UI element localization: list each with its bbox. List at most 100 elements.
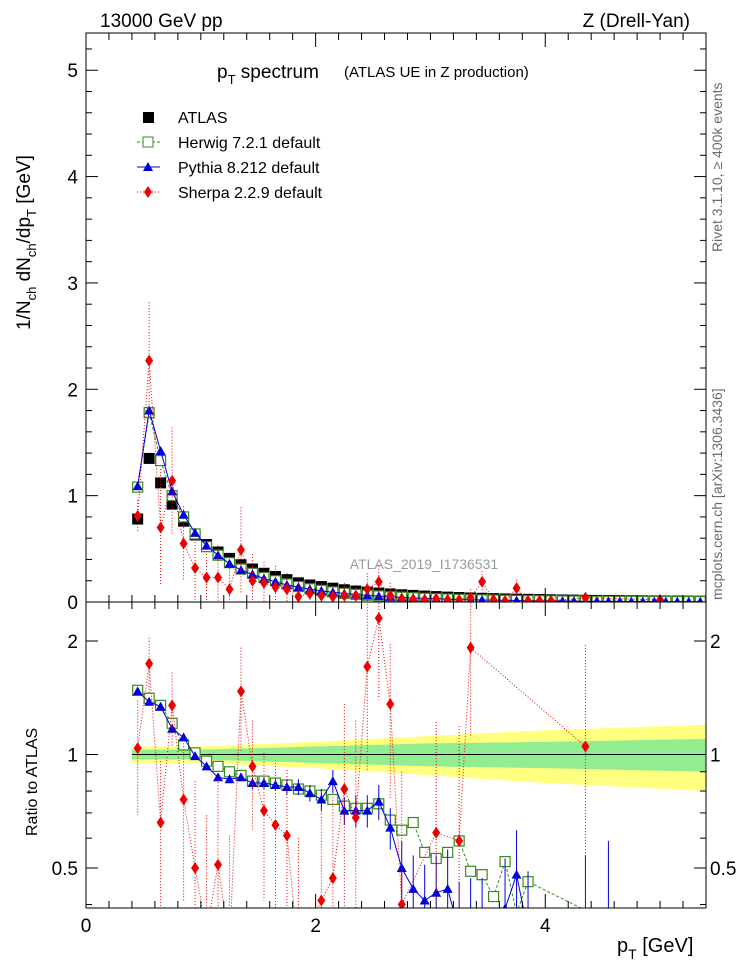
- herwig-series-line: [137, 412, 701, 602]
- sherpa-point: [259, 804, 268, 817]
- sherpa-point: [225, 583, 234, 596]
- sherpa-point: [535, 594, 544, 602]
- legend-atlas-marker: [143, 112, 154, 123]
- pythia-point: [316, 794, 327, 804]
- sherpa-point: [317, 589, 326, 602]
- sherpa-point: [282, 583, 291, 596]
- sherpa-point: [420, 593, 429, 602]
- pythia-point: [442, 883, 453, 893]
- pythia-point: [373, 591, 384, 601]
- sherpa-point: [179, 793, 188, 806]
- sherpa-point: [168, 699, 177, 712]
- y-tick-label: 5: [67, 61, 78, 82]
- pythia-point: [178, 732, 189, 742]
- pythia-point: [327, 776, 338, 786]
- process-label: Z (Drell-Yan): [583, 11, 690, 32]
- sherpa-point: [489, 593, 498, 602]
- y-tick-label: 3: [67, 274, 78, 295]
- y-tick-label: 0.5: [52, 859, 78, 880]
- sherpa-point: [226, 940, 234, 952]
- sherpa-point: [340, 783, 349, 796]
- pythia-point: [201, 761, 212, 771]
- sherpa-point: [179, 537, 188, 550]
- pythia-point: [190, 527, 201, 537]
- pythia-point: [201, 540, 212, 550]
- herwig-point: [487, 890, 500, 903]
- sherpa-point: [145, 354, 154, 367]
- sherpa-point: [168, 474, 177, 487]
- pythia-point: [224, 774, 235, 784]
- sherpa-point: [386, 589, 395, 602]
- pythia-point: [132, 481, 143, 491]
- pythia-point: [408, 883, 419, 893]
- herwig-point: [510, 907, 523, 908]
- sherpa-point: [363, 660, 372, 673]
- uncertainty-band-inner: [131, 738, 706, 772]
- pythia-point: [580, 926, 590, 935]
- sherpa-point: [328, 590, 337, 602]
- sherpa-point: [294, 946, 302, 958]
- herwig-point: [212, 760, 224, 772]
- pythia-point: [236, 565, 246, 575]
- legend-sherpa-marker: [144, 186, 152, 198]
- sherpa-point: [397, 592, 406, 602]
- ratio-plot-panel: 0.5 0.5 1 1 2 2 0 2 4 Ratio to ATLAS pT [GeV]: [24, 601, 736, 962]
- sherpa-point: [466, 591, 475, 602]
- sherpa-point: [581, 740, 590, 753]
- herwig-point: [407, 816, 419, 829]
- ratio-y-axis-label: Ratio to ATLAS: [24, 728, 41, 836]
- sherpa-point: [191, 561, 200, 574]
- pythia-point: [385, 822, 396, 832]
- sherpa-point: [133, 509, 142, 522]
- pythia-point: [258, 778, 269, 788]
- rivet-label: Rivet 3.1.10, ≥ 400k events: [709, 82, 725, 252]
- pythia-point: [603, 926, 613, 935]
- sherpa-point: [156, 521, 165, 534]
- pythia-point: [293, 582, 304, 592]
- pythia-point: [523, 926, 533, 935]
- main-plot-panel: 0 1 2 3 4 5 pT spectrum (ATLAS UE in Z produc…: [14, 32, 707, 614]
- x-tick-label: 0: [81, 916, 92, 937]
- sherpa-point: [282, 829, 291, 842]
- pythia-point: [511, 869, 522, 879]
- pythia-point: [419, 895, 430, 905]
- herwig-point: [177, 739, 190, 751]
- pythia-point: [651, 596, 658, 602]
- legend: ATLAS Herwig 7.2.1 default Pythia 8.212 …: [137, 110, 323, 202]
- pythia-point: [512, 595, 521, 602]
- sherpa-point: [501, 594, 510, 602]
- sherpa-point: [351, 589, 360, 602]
- herwig-point: [327, 793, 339, 806]
- sherpa-point: [512, 582, 521, 595]
- sherpa-point: [478, 575, 487, 588]
- pythia-point: [190, 751, 201, 761]
- sherpa-point: [466, 641, 475, 654]
- pythia-point: [697, 596, 704, 602]
- pythia-point: [662, 596, 669, 602]
- sherpa-point: [432, 592, 441, 602]
- plot-title: pT spectrum: [217, 62, 319, 87]
- main-y-axis-label: 1/Nch dNch/dpT [GeV]: [14, 155, 39, 330]
- pythia-point: [247, 778, 258, 788]
- y-tick-label-right: 2: [710, 632, 721, 653]
- pythia-point: [674, 596, 681, 602]
- pythia-series-line: [137, 691, 524, 908]
- sherpa-point: [409, 593, 418, 602]
- sherpa-point: [374, 612, 383, 625]
- sherpa-series: [133, 302, 665, 602]
- pythia-point: [155, 701, 166, 711]
- legend-herwig-label: Herwig 7.2.1 default: [178, 135, 321, 152]
- source-label: mcplots.cern.ch [arXiv:1306.3436]: [709, 388, 725, 600]
- sherpa-point: [191, 862, 200, 874]
- atlas-point: [155, 477, 167, 489]
- y-tick-label-right: 0.5: [710, 859, 736, 880]
- sherpa-point: [328, 872, 337, 885]
- pythia-point: [477, 926, 487, 935]
- sherpa-point: [271, 819, 280, 832]
- sherpa-point: [443, 593, 452, 602]
- y-tick-label: 1: [67, 487, 78, 508]
- sherpa-point: [248, 760, 257, 773]
- y-tick-label: 0: [67, 593, 78, 614]
- x-axis-label: pT [GeV]: [617, 935, 693, 962]
- sherpa-point: [581, 591, 590, 602]
